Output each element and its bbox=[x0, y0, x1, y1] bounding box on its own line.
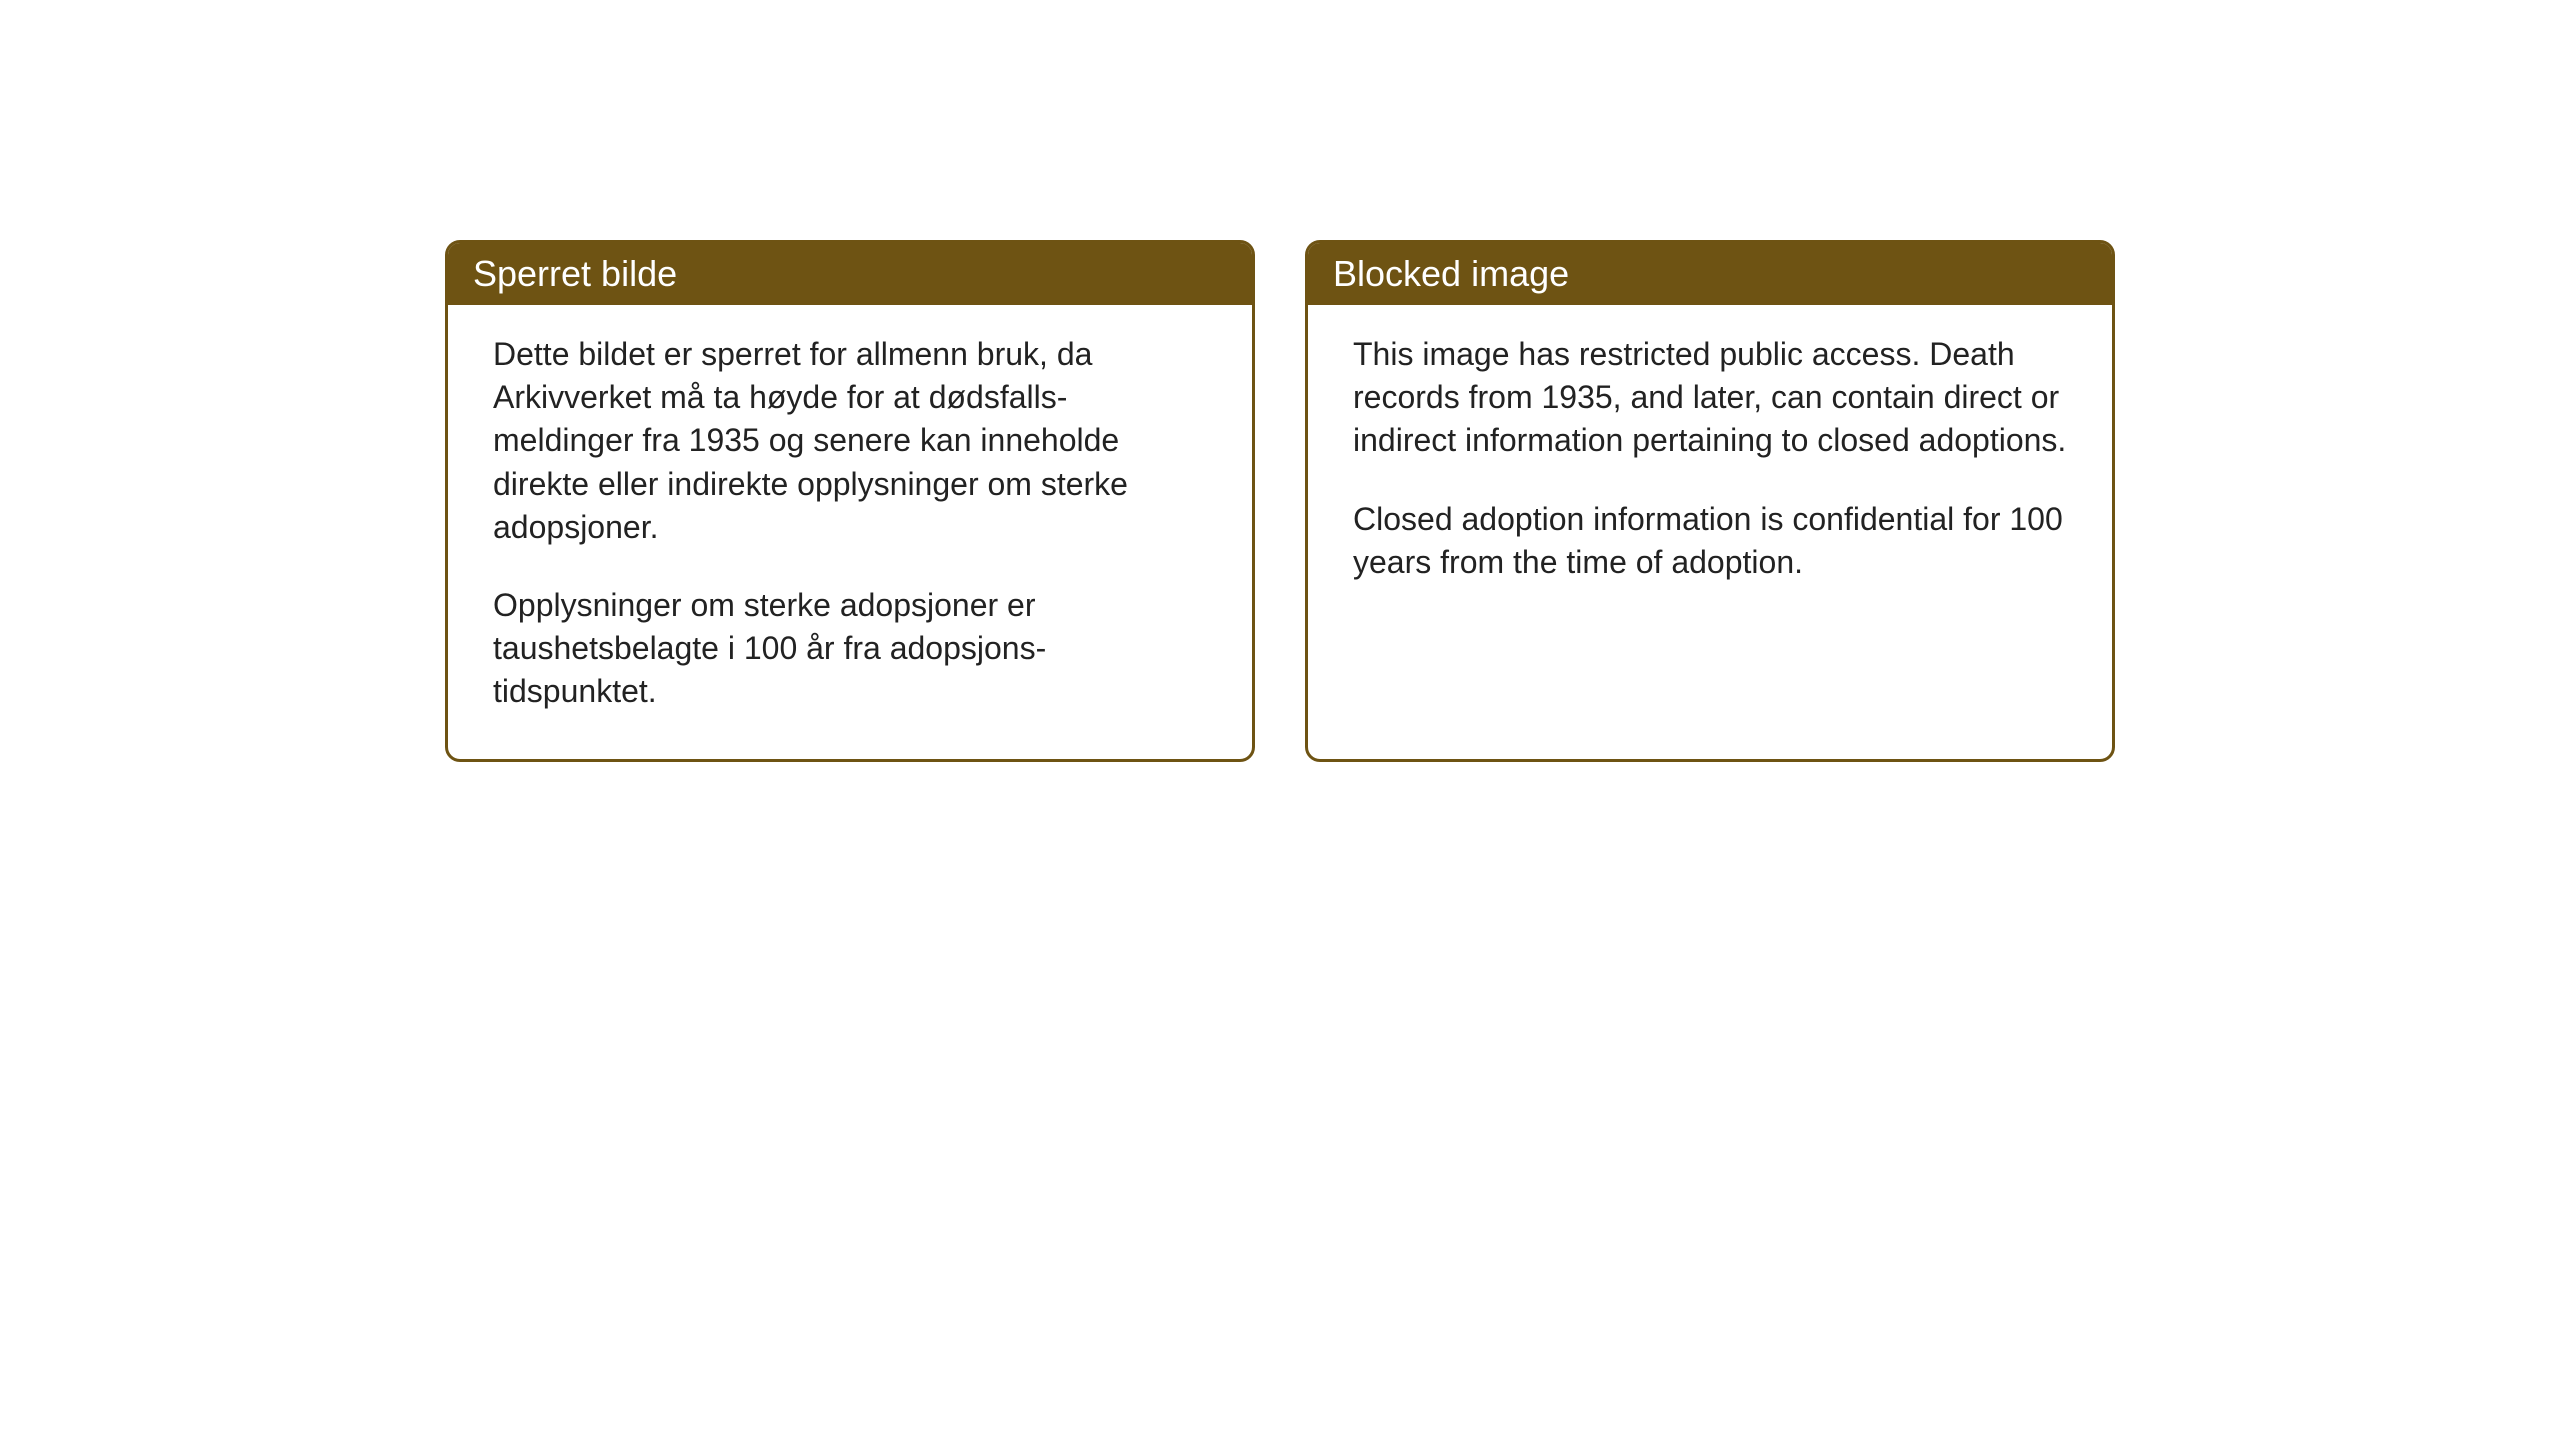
notice-paragraph: This image has restricted public access.… bbox=[1353, 333, 2067, 463]
notice-header: Blocked image bbox=[1308, 243, 2112, 305]
notice-body: This image has restricted public access.… bbox=[1308, 305, 2112, 629]
notice-container: Sperret bilde Dette bildet er sperret fo… bbox=[445, 240, 2115, 762]
notice-paragraph: Dette bildet er sperret for allmenn bruk… bbox=[493, 333, 1207, 549]
notice-header: Sperret bilde bbox=[448, 243, 1252, 305]
notice-box-norwegian: Sperret bilde Dette bildet er sperret fo… bbox=[445, 240, 1255, 762]
notice-box-english: Blocked image This image has restricted … bbox=[1305, 240, 2115, 762]
notice-body: Dette bildet er sperret for allmenn bruk… bbox=[448, 305, 1252, 759]
notice-paragraph: Closed adoption information is confident… bbox=[1353, 498, 2067, 584]
notice-paragraph: Opplysninger om sterke adopsjoner er tau… bbox=[493, 584, 1207, 714]
